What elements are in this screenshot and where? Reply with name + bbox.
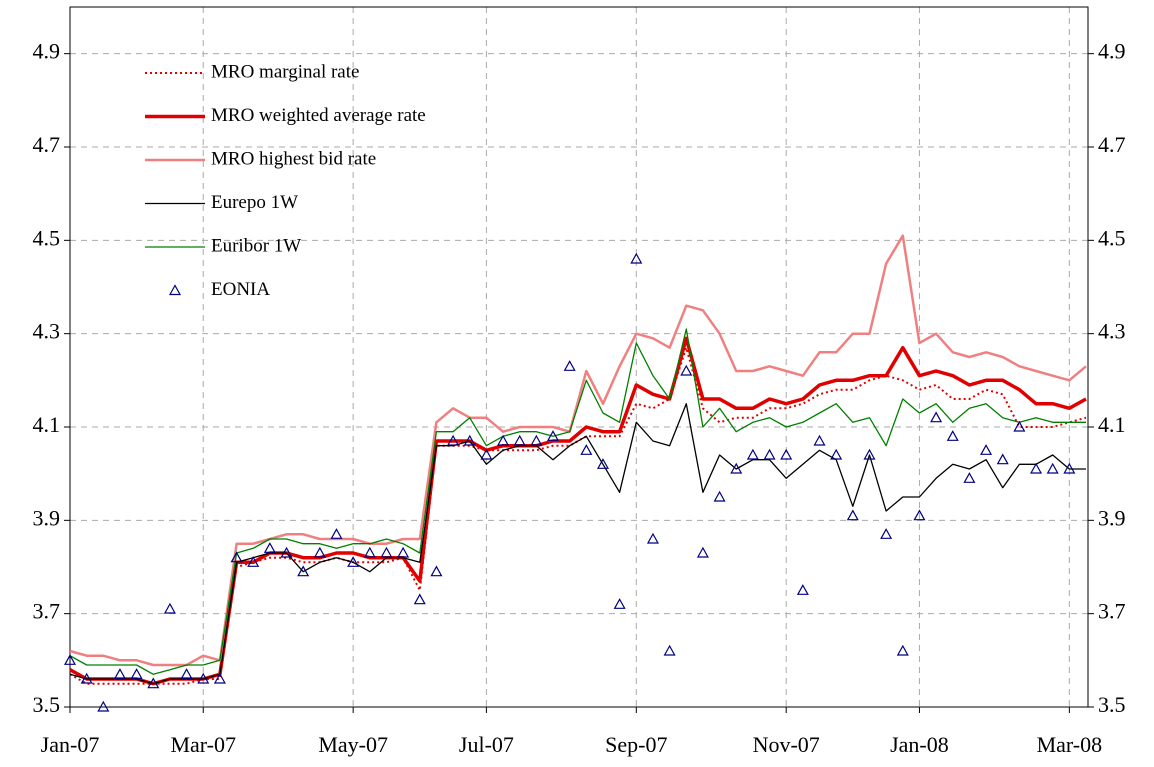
eonia-point bbox=[513, 434, 526, 446]
x-tick-label: Nov-07 bbox=[753, 732, 820, 757]
eonia-point bbox=[980, 444, 993, 455]
plot-frame bbox=[69, 6, 1089, 708]
eonia-point bbox=[613, 598, 626, 609]
eonia-point bbox=[313, 546, 326, 558]
legend-marker bbox=[168, 284, 182, 296]
eonia-point bbox=[730, 462, 743, 474]
x-tick-label: Mar-07 bbox=[170, 732, 236, 757]
eonia-point bbox=[846, 509, 859, 521]
y-tick-label: 4.7 bbox=[33, 132, 61, 157]
eonia-point bbox=[130, 668, 143, 679]
y-tick-label: 3.5 bbox=[33, 692, 61, 717]
y-tick-label: 3.7 bbox=[33, 599, 61, 624]
series-line bbox=[69, 328, 1086, 675]
eonia-point bbox=[680, 364, 693, 376]
eonia-point bbox=[247, 556, 260, 567]
eonia-point bbox=[763, 448, 776, 460]
eonia-point bbox=[380, 546, 393, 558]
eonia-point bbox=[946, 430, 959, 441]
y2-tick-label: 3.5 bbox=[1098, 692, 1126, 717]
eonia-point bbox=[463, 434, 476, 446]
eonia-point bbox=[113, 668, 126, 679]
eonia-point bbox=[230, 551, 243, 563]
eonia-point bbox=[830, 448, 843, 460]
legend-label: MRO highest bid rate bbox=[211, 148, 376, 169]
eonia-point bbox=[297, 565, 310, 577]
eonia-point bbox=[913, 509, 926, 521]
x-tick-label: Jan-07 bbox=[41, 732, 100, 757]
y2-tick-label: 4.3 bbox=[1098, 319, 1126, 344]
eonia-point bbox=[1013, 420, 1026, 432]
y-tick-label: 4.3 bbox=[33, 319, 61, 344]
eonia-point bbox=[147, 677, 160, 689]
eonia-point bbox=[1046, 462, 1059, 474]
eonia-point bbox=[746, 448, 759, 460]
eonia-point bbox=[796, 584, 809, 595]
eonia-point bbox=[63, 654, 77, 665]
x-tick-label: Jan-08 bbox=[890, 732, 949, 757]
eonia-point bbox=[880, 528, 893, 539]
eonia-point bbox=[963, 472, 976, 483]
eonia-point bbox=[530, 434, 543, 446]
series-line bbox=[69, 336, 1087, 686]
eonia-point bbox=[447, 434, 460, 446]
eonia-point bbox=[896, 644, 909, 656]
eonia-point bbox=[413, 593, 426, 605]
eonia-point bbox=[813, 434, 826, 446]
eonia-point bbox=[97, 700, 110, 712]
eonia-point bbox=[163, 602, 176, 614]
legend-label: Euribor 1W bbox=[211, 235, 301, 256]
eonia-point bbox=[480, 448, 493, 460]
x-tick-label: Sep-07 bbox=[605, 732, 667, 757]
y2-tick-label: 4.7 bbox=[1098, 132, 1126, 157]
y-tick-label: 4.5 bbox=[33, 225, 61, 250]
y2-tick-label: 4.9 bbox=[1098, 39, 1126, 64]
y-tick-label: 4.1 bbox=[33, 412, 61, 437]
eonia-point bbox=[263, 542, 276, 553]
eonia-point bbox=[497, 434, 510, 446]
eonia-point bbox=[930, 411, 943, 423]
eonia-point bbox=[563, 360, 576, 371]
eonia-point bbox=[180, 668, 193, 679]
x-tick-label: May-07 bbox=[318, 732, 388, 757]
eonia-point bbox=[330, 528, 343, 539]
eonia-point bbox=[397, 546, 410, 558]
eonia-point bbox=[363, 546, 376, 558]
eonia-point bbox=[646, 532, 659, 544]
eonia-point bbox=[630, 252, 643, 264]
eonia-point bbox=[1063, 462, 1076, 474]
y-tick-label: 3.9 bbox=[33, 505, 61, 530]
eonia-point bbox=[1030, 462, 1043, 474]
y2-tick-label: 3.9 bbox=[1098, 505, 1126, 530]
x-tick-label: Jul-07 bbox=[459, 732, 514, 757]
y-tick-label: 4.9 bbox=[33, 39, 61, 64]
y2-tick-label: 4.5 bbox=[1098, 225, 1126, 250]
legend-label: MRO marginal rate bbox=[211, 61, 359, 82]
legend-label: EONIA bbox=[211, 279, 270, 300]
eonia-point bbox=[213, 672, 226, 684]
eonia-point bbox=[696, 546, 709, 558]
eonia-point bbox=[596, 458, 610, 469]
x-tick-label: Mar-08 bbox=[1037, 732, 1103, 757]
eonia-point bbox=[430, 565, 443, 577]
eonia-point bbox=[663, 644, 676, 656]
eonia-point bbox=[80, 672, 93, 684]
y2-tick-label: 4.1 bbox=[1098, 412, 1126, 437]
eonia-point bbox=[546, 430, 560, 441]
eonia-point bbox=[197, 672, 210, 684]
series-line bbox=[69, 346, 1087, 685]
eonia-point bbox=[713, 490, 726, 502]
eonia-point bbox=[780, 448, 793, 460]
eonia-point bbox=[996, 453, 1009, 465]
legend-label: Eurepo 1W bbox=[211, 192, 298, 213]
eonia-point bbox=[863, 448, 876, 460]
eonia-point bbox=[580, 444, 593, 455]
y2-tick-label: 3.7 bbox=[1098, 599, 1126, 624]
eonia-point bbox=[280, 546, 293, 558]
eonia-point bbox=[347, 556, 360, 567]
series-line bbox=[69, 234, 1087, 667]
legend-label: MRO weighted average rate bbox=[211, 105, 426, 126]
